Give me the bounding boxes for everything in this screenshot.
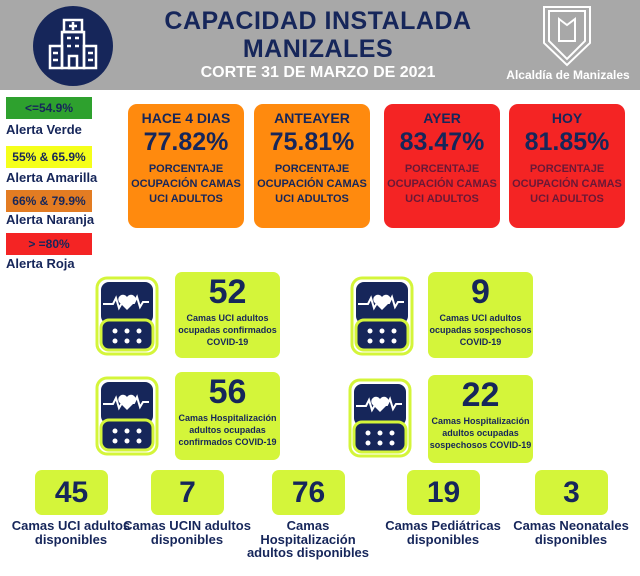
logo-text: Alcaldía de Manizales <box>506 68 630 82</box>
card-value: 81.85% <box>524 128 610 156</box>
legend-label-roja: Alerta Roja <box>6 256 75 271</box>
stat-uci-sospechosos: 9 Camas UCI adultos ocupadas sospechosos … <box>428 272 533 358</box>
stat-value: 56 <box>208 373 247 411</box>
occupancy-card-hace-4-dias: HACE 4 DIAS 77.82% PORCENTAJE OCUPACIÓN CA… <box>128 104 244 228</box>
card-value: 77.82% <box>143 128 229 156</box>
available-ucin-label: Camas UCIN adultos disponibles <box>123 518 251 547</box>
stat-hosp-sospechosos: 22 Camas Hospitalización adultos ocupadas… <box>428 375 533 463</box>
legend-label-amarilla: Alerta Amarilla <box>6 170 98 185</box>
legend-range-amarilla: 55% & 65.9% <box>6 146 92 168</box>
card-period: HOY <box>551 110 583 126</box>
card-period: AYER <box>423 110 461 126</box>
heart-monitor-icon <box>348 378 412 458</box>
legend-range-roja: > =80% <box>6 233 92 255</box>
legend-range-naranja: 66% & 79.9% <box>6 190 92 212</box>
occupancy-card-hoy: HOY 81.85% PORCENTAJE OCUPACIÓN CAMAS UCI … <box>509 104 625 228</box>
card-desc: PORCENTAJE OCUPACIÓN CAMAS UCI ADULTOS <box>387 163 497 205</box>
available-neonatales-label: Camas Neonatales disponibles <box>513 518 629 547</box>
available-hosp-label: Camas Hospitalización adultos disponible… <box>246 518 370 560</box>
heart-monitor-icon <box>350 276 414 356</box>
stat-desc: Camas UCI adultos ocupadas confirmados C… <box>178 313 277 347</box>
available-hosp-value: 76 <box>272 470 345 515</box>
available-pediatricas-value: 19 <box>407 470 480 515</box>
heart-monitor-icon <box>95 276 159 356</box>
alcaldia-shield-logo <box>541 5 593 67</box>
page-subtitle: CORTE 31 DE MARZO DE 2021 <box>200 64 436 81</box>
card-desc: PORCENTAJE OCUPACIÓN CAMAS UCI ADULTOS <box>131 163 241 205</box>
available-uci-label: Camas UCI adultos disponibles <box>11 518 131 547</box>
page-title-line2: MANIZALES <box>242 35 394 63</box>
hospital-building-icon <box>33 6 113 86</box>
card-desc: PORCENTAJE OCUPACIÓN CAMAS UCI ADULTOS <box>512 163 622 205</box>
card-value: 83.47% <box>399 128 485 156</box>
occupancy-card-anteayer: ANTEAYER 75.81% PORCENTAJE OCUPACIÓN CAMAS… <box>254 104 370 228</box>
legend-label-naranja: Alerta Naranja <box>6 212 95 227</box>
available-neonatales-value: 3 <box>535 470 608 515</box>
card-period: HACE 4 DIAS <box>141 110 231 126</box>
stat-uci-confirmados: 52 Camas UCI adultos ocupadas confirmados… <box>175 272 280 358</box>
stat-desc: Camas Hospitalización adultos ocupadas c… <box>178 413 277 447</box>
available-ucin-value: 7 <box>151 470 224 515</box>
stat-value: 22 <box>461 376 500 414</box>
legend-range-verde: <=54.9% <box>6 97 92 119</box>
card-period: ANTEAYER <box>274 110 350 126</box>
stat-hosp-confirmados: 56 Camas Hospitalización adultos ocupadas… <box>175 372 280 460</box>
card-value: 75.81% <box>269 128 355 156</box>
stat-desc: Camas UCI adultos ocupadas sospechosos C… <box>429 313 532 347</box>
heart-monitor-icon <box>95 376 159 456</box>
stat-value: 9 <box>471 273 490 311</box>
stat-value: 52 <box>208 273 247 311</box>
available-pediatricas-label: Camas Pediátricas disponibles <box>385 518 501 547</box>
stat-desc: Camas Hospitalización adultos ocupadas s… <box>429 416 532 450</box>
page-title-line1: CAPACIDAD INSTALADA <box>164 7 472 35</box>
occupancy-card-ayer: AYER 83.47% PORCENTAJE OCUPACIÓN CAMAS UCI… <box>384 104 500 228</box>
legend-label-verde: Alerta Verde <box>6 122 82 137</box>
card-desc: PORCENTAJE OCUPACIÓN CAMAS UCI ADULTOS <box>257 163 367 205</box>
available-uci-value: 45 <box>35 470 108 515</box>
